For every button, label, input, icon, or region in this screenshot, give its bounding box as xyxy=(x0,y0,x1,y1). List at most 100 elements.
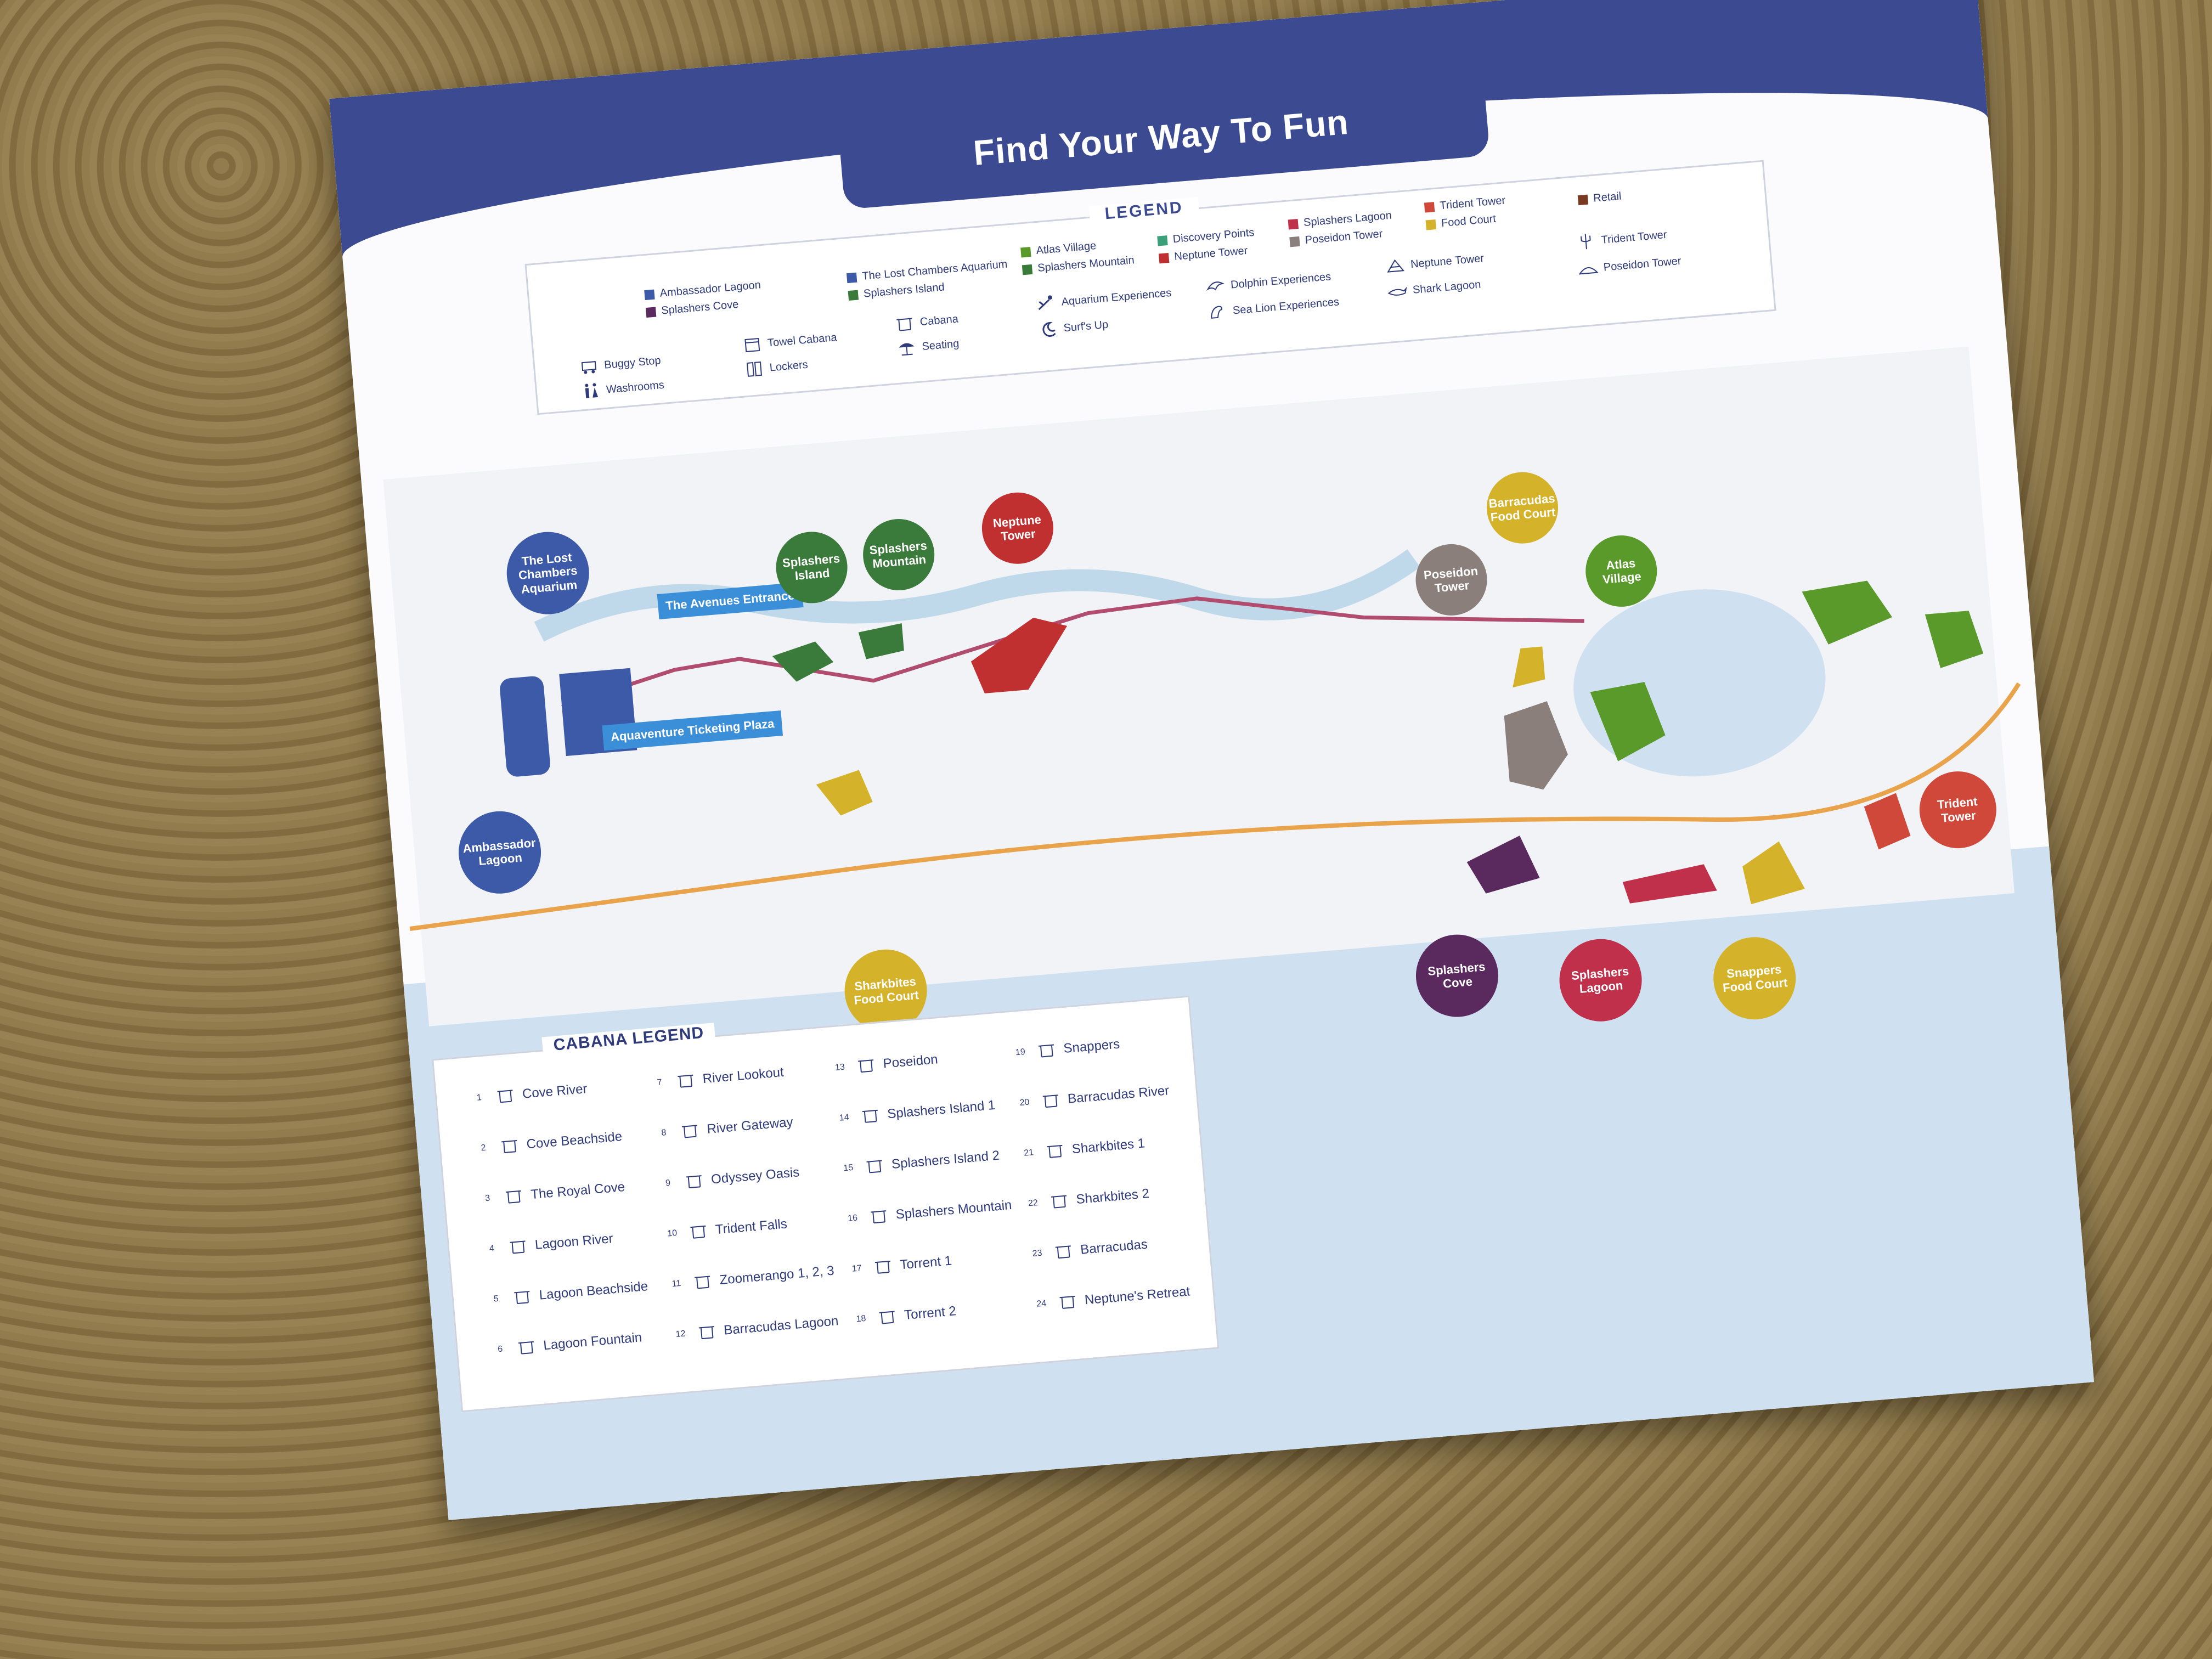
cabana-item: 18 Torrent 2 xyxy=(851,1303,957,1328)
cabana-icon xyxy=(678,1074,693,1088)
cabana-label: Odyssey Oasis xyxy=(710,1165,800,1187)
legend-ambassador-lagoon: Ambassador Lagoon xyxy=(644,279,761,301)
cabana-label: Lagoon Fountain xyxy=(543,1330,643,1353)
cabana-number: 15 xyxy=(843,1163,854,1173)
cabana-item: 11 Zoomerango 1, 2, 3 xyxy=(667,1263,835,1293)
cabana-number: 8 xyxy=(661,1128,667,1138)
cabana-number: 3 xyxy=(484,1193,490,1204)
sealion-icon xyxy=(1211,306,1223,319)
cabana-icon xyxy=(681,1125,698,1138)
cabana-label: Cove River xyxy=(521,1081,588,1102)
tower-icon xyxy=(1387,259,1405,273)
cabana-icon xyxy=(871,1210,887,1224)
cabana-item: 8 River Gateway xyxy=(654,1114,794,1142)
cabana-icon xyxy=(501,1140,517,1153)
cabana-item: 22 Sharkbites 2 xyxy=(1023,1186,1150,1212)
cabana-label: Torrent 2 xyxy=(904,1304,957,1323)
park-map: The Lost Chambers Aquarium Ambassador La… xyxy=(358,300,2058,1094)
cabana-label: Barracudas Lagoon xyxy=(723,1313,839,1338)
cabana-icon xyxy=(497,1090,513,1103)
poseidon-tower-area xyxy=(1504,701,1568,790)
cabana-icon xyxy=(1042,1094,1058,1108)
cabana-item: 2 Cove Beachside xyxy=(473,1128,623,1158)
cabana-icon xyxy=(858,1059,874,1073)
cabana-number: 1 xyxy=(476,1093,482,1103)
washroom-icon xyxy=(585,383,599,398)
cabana-number: 20 xyxy=(1019,1097,1030,1108)
legend-splashers-cove: Splashers Cove xyxy=(645,298,740,319)
cabana-item: 21 Sharkbites 1 xyxy=(1019,1135,1146,1162)
cabana-label: Barracudas River xyxy=(1067,1083,1170,1107)
cabana-icon xyxy=(1055,1245,1071,1259)
cabana-label: Torrent 1 xyxy=(899,1253,953,1273)
legend-buggy-stop: Buggy Stop xyxy=(578,351,662,377)
cabana-number: 6 xyxy=(497,1344,503,1355)
cabana-item: 4 Lagoon River xyxy=(482,1231,614,1258)
poseidon-icon xyxy=(1578,267,1599,275)
dolphin-icon xyxy=(1206,281,1225,291)
legend-poseidon-tower: Poseidon Tower xyxy=(1289,228,1383,248)
cabana-number: 18 xyxy=(855,1313,867,1324)
cabana-icon xyxy=(862,1109,878,1123)
cabana-item: 20 Barracudas River xyxy=(1014,1082,1170,1111)
splashers-lagoon-area xyxy=(1622,864,1717,904)
legend-washrooms: Washrooms xyxy=(580,375,665,402)
cabana-number: 4 xyxy=(489,1244,495,1254)
cabana-item: 24 Neptune's Retreat xyxy=(1031,1283,1190,1313)
trident-icon xyxy=(1581,234,1591,250)
cabana-icon xyxy=(1047,1144,1063,1158)
neptune-tower-area xyxy=(970,617,1068,693)
cabana-number: 14 xyxy=(839,1113,850,1123)
cabana-item: 6 Lagoon Fountain xyxy=(490,1329,643,1358)
cabana-icon xyxy=(1059,1295,1075,1309)
cabana-item: 14 Splashers Island 1 xyxy=(834,1097,996,1127)
cabana-item: 19 Snappers xyxy=(1011,1036,1121,1062)
cabana-icon xyxy=(505,1190,521,1204)
cabana-number: 7 xyxy=(657,1077,663,1088)
legend-splashers-mountain: Splashers Mountain xyxy=(1022,254,1135,276)
cabana-label: River Lookout xyxy=(702,1064,785,1087)
cabana-label: Cove Beachside xyxy=(526,1129,623,1152)
splashers-island-area xyxy=(772,641,834,682)
cabana-item: 5 Lagoon Beachside xyxy=(486,1278,648,1308)
cabana-icon xyxy=(514,1291,530,1305)
seating-icon xyxy=(899,343,915,356)
sharkbites-food-court-area xyxy=(816,770,873,816)
cabana-number: 9 xyxy=(665,1178,671,1188)
cabana-icon xyxy=(510,1240,526,1254)
cabana-item: 1 Cove River xyxy=(469,1081,588,1107)
legend-surfs-up: Surf's Up xyxy=(1037,315,1109,341)
cabana-number: 12 xyxy=(675,1329,686,1340)
cabana-icon xyxy=(690,1225,706,1239)
cabana-item: 17 Torrent 1 xyxy=(847,1253,953,1278)
cabana-number: 16 xyxy=(847,1213,858,1224)
towel-icon xyxy=(744,337,760,353)
cabana-label: Barracudas xyxy=(1080,1237,1148,1257)
ambassador-lagoon-area xyxy=(500,676,550,777)
cabana-item: 3 The Royal Cove xyxy=(478,1179,626,1207)
wave-icon xyxy=(1042,321,1056,337)
cabana-label: Poseidon xyxy=(882,1052,939,1071)
cabana-icon xyxy=(695,1276,710,1289)
cabana-label: River Gateway xyxy=(706,1114,794,1137)
cabana-icon xyxy=(686,1175,702,1189)
legend-dolphin-experiences: Dolphin Experiences xyxy=(1205,267,1332,297)
legend-seating: Seating xyxy=(896,334,960,359)
legend-food-court: Food Court xyxy=(1425,213,1497,232)
cabana-label: Splashers Island 2 xyxy=(891,1148,1001,1172)
cabana-icon xyxy=(698,1326,714,1340)
trident-tower-area xyxy=(1864,793,1911,850)
cabana-number: 19 xyxy=(1015,1047,1026,1058)
legend-trident-tower-icon: Trident Tower xyxy=(1575,225,1667,252)
atlas-village-area xyxy=(1590,682,1666,761)
map-paths xyxy=(383,346,2021,1026)
legend-poseidon-tower-icon: Poseidon Tower xyxy=(1578,251,1682,280)
legend-towel-cabana: Towel Cabana xyxy=(742,328,838,355)
cabana-label: Trident Falls xyxy=(714,1216,788,1238)
diver-icon xyxy=(1038,295,1052,311)
cabana-number: 5 xyxy=(493,1294,499,1304)
legend-neptune-tower-icon: Neptune Tower xyxy=(1385,249,1485,276)
cabana-item: 7 River Lookout xyxy=(650,1064,785,1092)
cabana-number: 17 xyxy=(851,1263,862,1274)
cabana-number: 11 xyxy=(671,1278,681,1289)
